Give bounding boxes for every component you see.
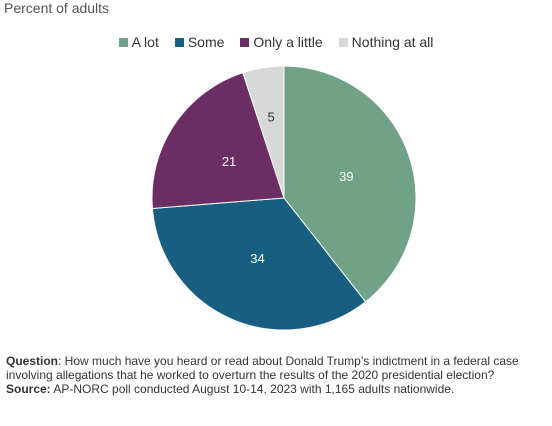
legend-label-nothing-at-all: Nothing at all [351,34,434,50]
pie-label-nothing-at-all: 5 [267,110,274,125]
legend-item-only-a-little: Only a little [240,34,323,50]
legend-item-some: Some [174,34,225,50]
legend-swatch-a-lot [118,37,128,47]
legend-item-nothing-at-all: Nothing at all [338,34,434,50]
pie-label-a-lot: 39 [339,169,353,184]
legend-swatch-some [174,37,184,47]
chart-subtitle: Percent of adults [4,0,110,16]
pie-slice-only-a-little [151,71,285,209]
pie-label-only-a-little: 21 [222,154,236,169]
source-note: Source: AP-NORC poll conducted August 10… [6,382,546,396]
pie-slice-a-lot [283,65,417,303]
legend-label-a-lot: A lot [131,34,159,50]
question-label: Question [6,354,59,368]
pie-label-some: 34 [250,251,264,266]
legend-swatch-nothing-at-all [338,37,348,47]
question-text: : How much have you heard or read about … [6,354,519,382]
pie-slice-some [151,197,367,331]
legend-item-a-lot: A lot [118,34,159,50]
chart-footnote: Question: How much have you heard or rea… [6,354,546,396]
legend-label-only-a-little: Only a little [253,34,323,50]
legend-swatch-only-a-little [240,37,250,47]
source-label: Source: [6,382,51,396]
question-note: Question: How much have you heard or rea… [6,354,546,382]
chart-legend: A lot Some Only a little Nothing at all [0,34,552,50]
source-text: AP-NORC poll conducted August 10-14, 202… [50,382,455,396]
legend-label-some: Some [187,34,225,50]
pie-slice-nothing-at-all [242,65,285,199]
